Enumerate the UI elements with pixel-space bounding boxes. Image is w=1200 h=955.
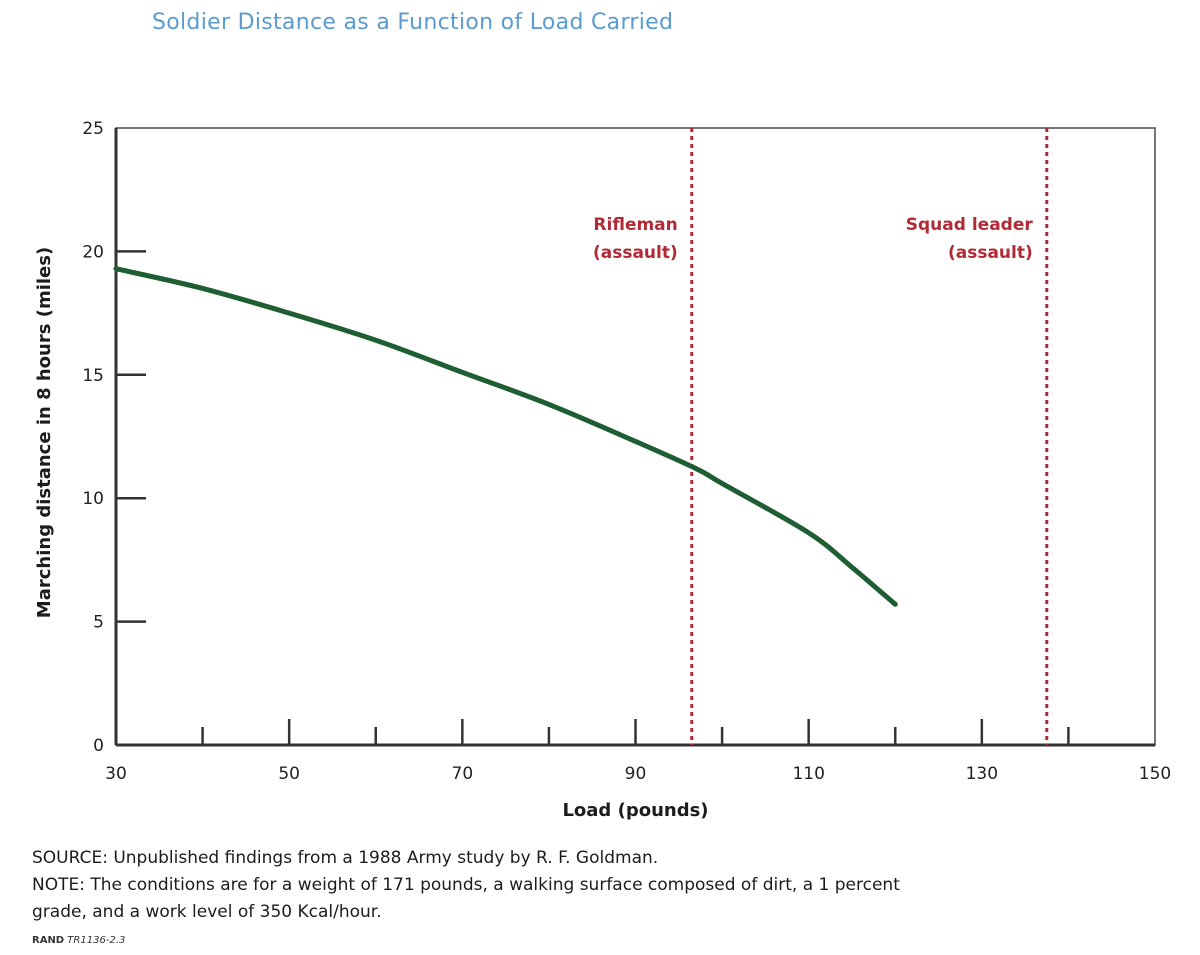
notes: SOURCE: Unpublished findings from a 1988… — [32, 845, 900, 926]
reference-label-1-line-2: (assault) — [593, 243, 678, 263]
source-text: SOURCE: Unpublished findings from a 1988… — [32, 848, 659, 868]
credit-org: RAND — [32, 935, 65, 946]
chart-title: Soldier Distance as a Function of Load C… — [152, 10, 674, 35]
x-tick-label: 130 — [966, 764, 998, 784]
y-tick-label: 0 — [93, 736, 104, 756]
series-line-1 — [113, 266, 898, 607]
figure-credit: RAND TR1136-2.3 — [32, 935, 125, 946]
x-tick-label: 90 — [625, 764, 647, 784]
y-tick-label: 5 — [93, 613, 104, 633]
note-text-line-2: grade, and a work level of 350 Kcal/hour… — [32, 902, 382, 922]
credit-id: TR1136-2.3 — [67, 935, 126, 946]
reference-label-2-line-2: (assault) — [948, 243, 1033, 263]
x-tick-label: 50 — [278, 764, 300, 784]
x-tick-label: 110 — [792, 764, 824, 784]
y-axis-title: Marching distance in 8 hours (miles) — [34, 247, 55, 618]
reference-label-1-line-1: Rifleman — [593, 215, 677, 235]
x-tick-label: 30 — [105, 764, 127, 784]
reference-label-2-line-1: Squad leader — [906, 215, 1034, 235]
y-tick-label: 15 — [82, 366, 104, 386]
x-tick-label: 150 — [1139, 764, 1171, 784]
y-tick-label: 10 — [82, 489, 104, 509]
x-axis-title: Load (pounds) — [562, 800, 708, 821]
note-text-line-1: NOTE: The conditions are for a weight of… — [32, 875, 900, 895]
chart: 0 5 10 15 20 25 30 50 70 90 110 130 150 Load (pounds)… — [34, 119, 1171, 821]
y-tick-label: 20 — [82, 242, 104, 262]
x-tick-label: 70 — [452, 764, 474, 784]
y-tick-label: 25 — [82, 119, 104, 139]
